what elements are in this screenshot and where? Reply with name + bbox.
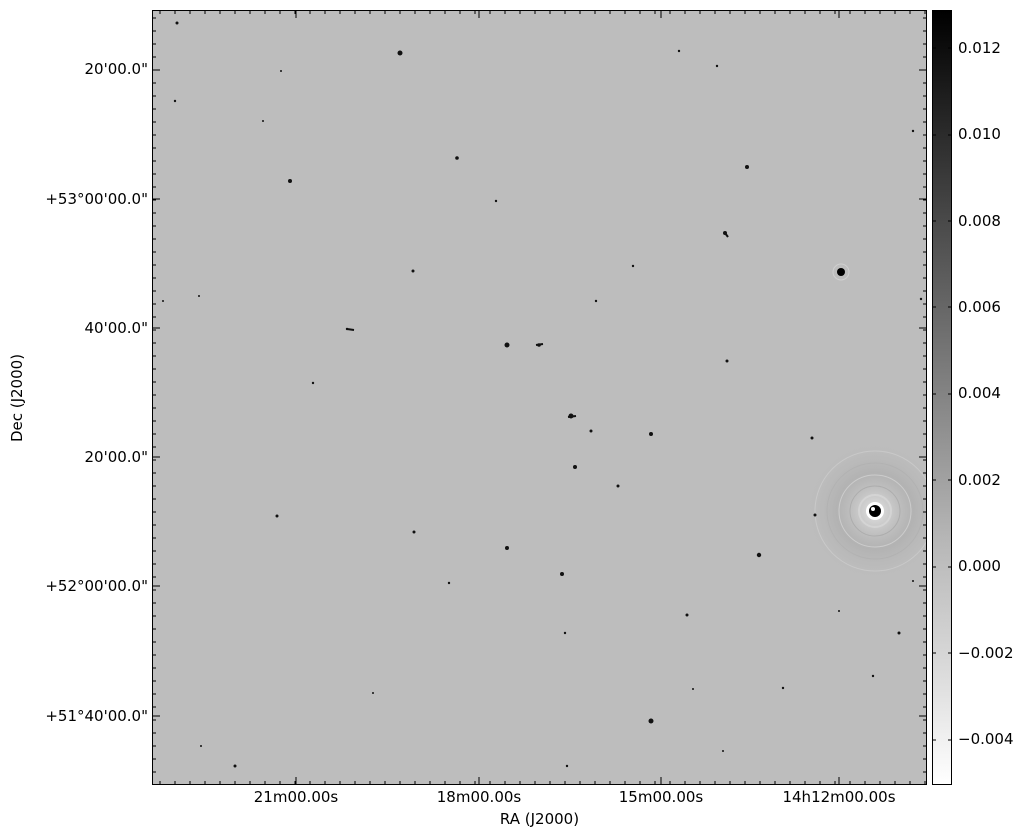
x-tick-label: 18m00.00s — [436, 788, 522, 806]
y-tick-label: +53°00'00.0" — [45, 190, 148, 208]
y-tick-label: 40'00.0" — [84, 319, 148, 337]
colorbar-tick-label: 0.006 — [958, 298, 1001, 316]
y-tick-label: +52°00'00.0" — [45, 577, 148, 595]
sky-sources — [162, 21, 926, 768]
y-axis-title: Dec (J2000) — [8, 353, 26, 443]
sky-image — [152, 10, 927, 785]
colorbar-tick-label: −0.004 — [958, 730, 1014, 748]
y-tick-label: 20'00.0" — [84, 60, 148, 78]
colorbar-tick-label: 0.008 — [958, 212, 1001, 230]
y-tick-label: 20'00.0" — [84, 448, 148, 466]
colorbar — [932, 10, 952, 785]
bright-source-rings — [805, 441, 926, 581]
x-axis-title: RA (J2000) — [499, 810, 580, 828]
x-tick-label: 15m00.00s — [618, 788, 704, 806]
colorbar-tick-label: 0.012 — [958, 39, 1001, 57]
y-tick-label: +51°40'00.0" — [45, 707, 148, 725]
colorbar-tick-label: −0.002 — [958, 644, 1014, 662]
colorbar-tick-label: 0.010 — [958, 125, 1001, 143]
colorbar-tick-label: 0.002 — [958, 471, 1001, 489]
colorbar-tick-label: 0.004 — [958, 384, 1001, 402]
colorbar-tick-label: 0.000 — [958, 557, 1001, 575]
x-tick-label: 21m00.00s — [253, 788, 339, 806]
x-tick-label: 14h12m00.00s — [782, 788, 896, 806]
